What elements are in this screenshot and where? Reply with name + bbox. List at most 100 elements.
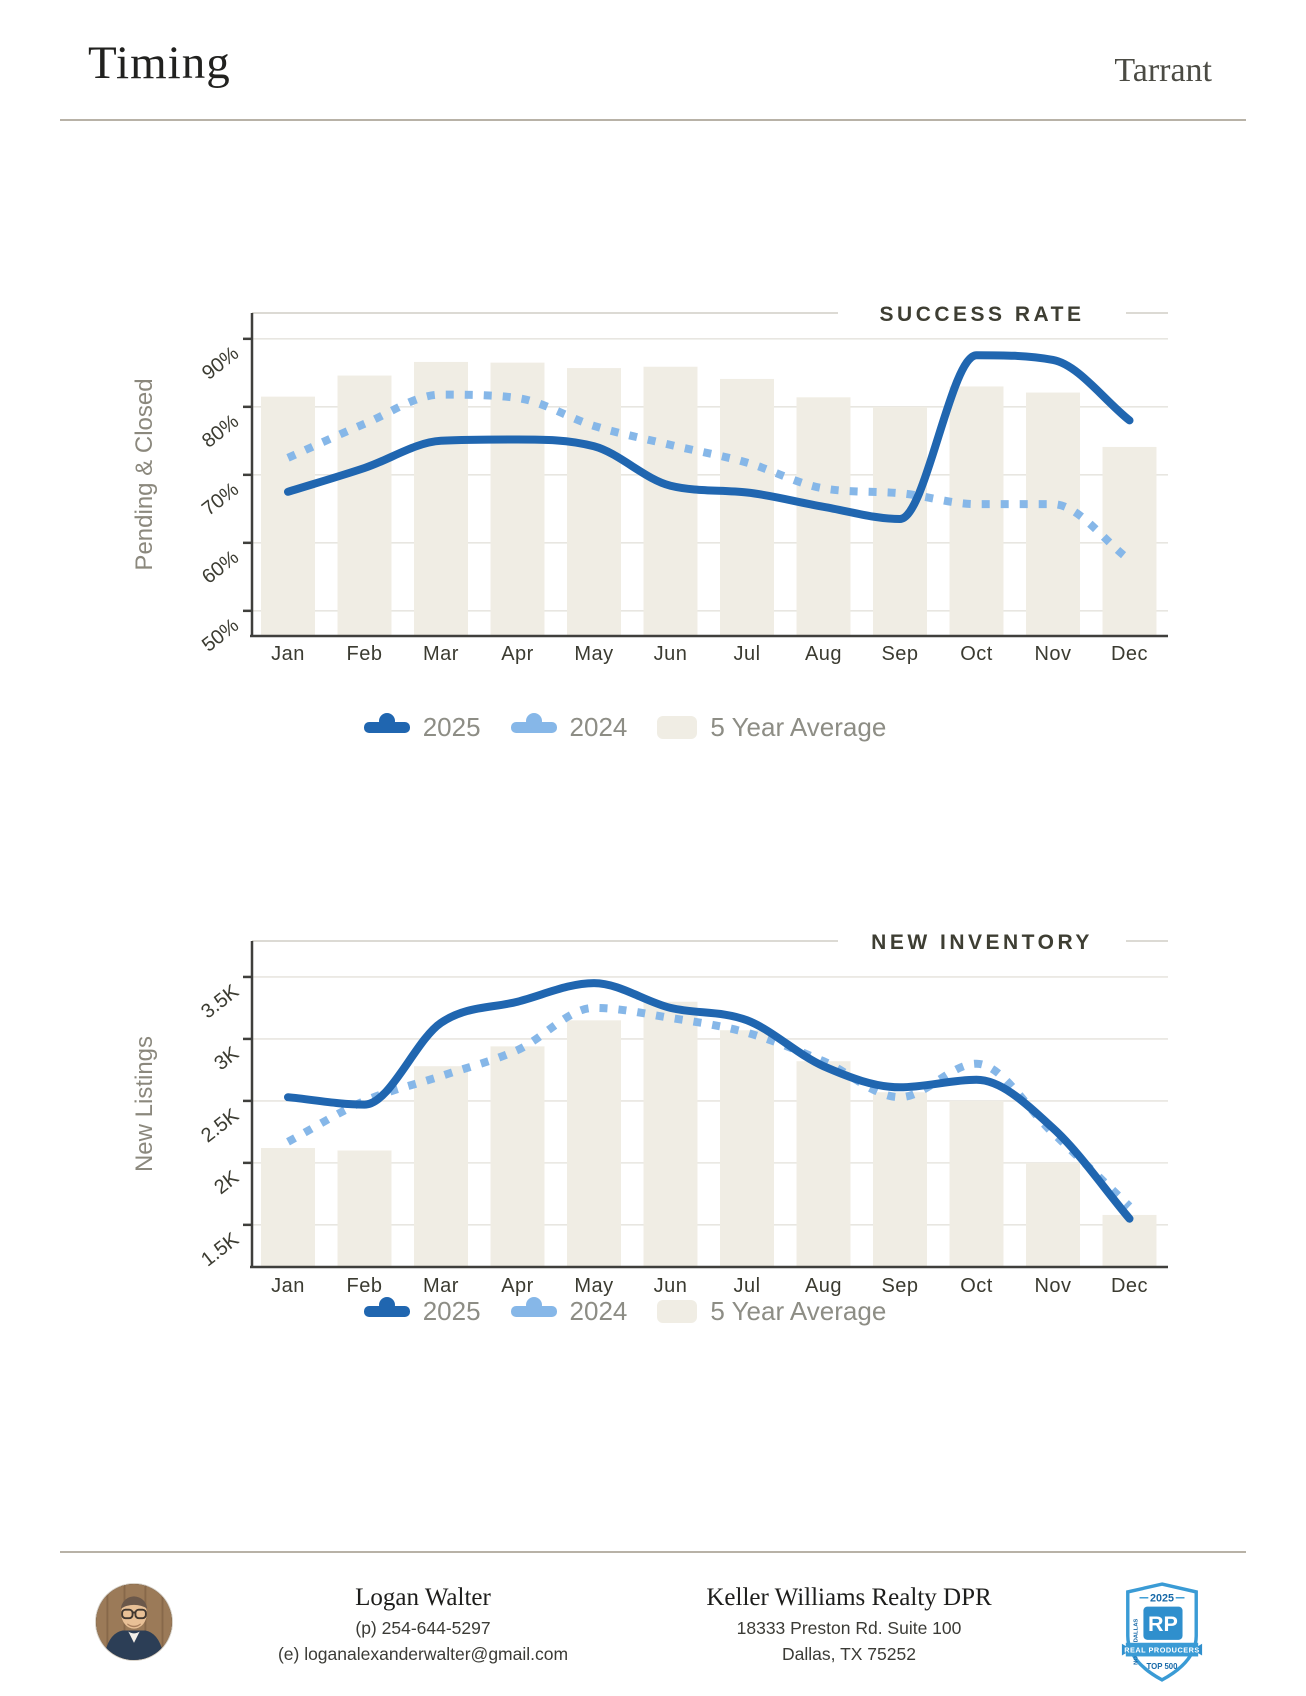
x-tick-label: Feb [347,1275,383,1297]
legend-dot [525,713,542,729]
y-tick-label: 90% [198,342,243,384]
legend-item-5-year-average: 5 Year Average [657,712,886,743]
y-tick-label: 70% [198,478,243,520]
x-tick-label: Jan [271,643,305,665]
avg-bar [949,386,1004,636]
legend-dot [525,1297,542,1313]
x-tick-label: Sep [881,643,918,665]
badge-initials: RP [1148,1612,1178,1636]
y-tick-label: 50% [198,614,243,656]
x-tick-label: May [574,1275,613,1297]
legend-item-5-year-average: 5 Year Average [657,1296,886,1327]
y-tick-label: 3K [210,1042,243,1075]
avg-bar [567,1020,621,1267]
company-name: Keller Williams Realty DPR [706,1584,992,1611]
company-info: Keller Williams Realty DPR 18333 Preston… [640,1581,1058,1667]
badge-tier: TOP 500 [1147,1662,1179,1671]
avg-bar [796,1061,851,1267]
region-label: Tarrant [1114,52,1212,89]
legend-dot [378,713,395,729]
x-tick-label: Apr [501,643,534,665]
legend-item-2025: 2025 [363,712,481,743]
line-2024 [286,390,1132,564]
legend-label: 2025 [422,1296,481,1326]
x-tick-label: Oct [960,1275,993,1297]
agent-email: (e) loganalexanderwalter@gmail.com [277,1644,569,1664]
x-tick-label: Mar [423,1275,459,1297]
x-tick-label: Jun [654,643,688,665]
success-rate-chart: SUCCESS RATE 90% 80% 70% 60% 50% Jan Feb Mar Apr M… [131,303,1168,665]
avg-bar [490,1046,545,1267]
avg-bar [1026,392,1080,636]
x-tick-label: Dec [1111,1275,1148,1297]
avg-bar [337,375,392,636]
avg-bar [567,368,621,636]
legend-line-marker [510,713,557,733]
avg-bar [1102,446,1157,636]
y-tick-label: 2.5K [197,1104,243,1147]
y-axis-label: Pending & Closed [131,378,158,570]
badge-region: NORTH DALLAS [1134,1619,1140,1665]
avg-bar [414,361,468,636]
agent-phone: (p) 254-644-5297 [355,1618,491,1638]
y-axis-label: New Listings [131,1036,158,1172]
x-tick-label: Oct [960,643,993,665]
avg-bar [490,362,545,636]
legend-dot [378,1297,395,1313]
x-tick-label: Jul [733,1275,760,1297]
x-tick-label: Sep [881,1275,918,1297]
x-tick-label: Nov [1034,1275,1071,1297]
legend-label: 2024 [569,712,628,742]
x-tick-label: Jan [271,1275,305,1297]
legend-label: 2025 [422,712,481,742]
line-2025 [284,979,1134,1223]
success-rate-legend: 2025 2024 5 Year Average [0,712,1278,743]
avg-bar [643,366,698,636]
footer-divider [60,1551,1246,1553]
legend-bar-swatch [657,716,698,739]
avg-bar [720,1030,774,1267]
y-tick-label: 80% [198,410,243,452]
legend-line-marker [510,1297,557,1317]
y-tick-label: 1.5K [197,1228,243,1271]
x-tick-label: Dec [1111,643,1148,665]
avg-bar [873,1092,927,1267]
page-title: Timing [88,37,231,89]
x-tick-label: Nov [1034,643,1071,665]
y-tick-label: 2K [210,1166,243,1199]
avg-bar [414,1066,468,1267]
avg-bar [796,397,851,636]
badge-year: 2025 [1150,1593,1174,1605]
legend-bar-swatch [657,1300,698,1323]
avg-bar [1102,1214,1157,1267]
legend-line-marker [363,713,410,733]
avg-bar [1026,1162,1080,1267]
legend-item-2024: 2024 [510,712,628,743]
x-tick-label: Jul [733,643,760,665]
badge-ribbon [1125,1642,1199,1657]
legend-label: 5 Year Average [710,712,887,742]
company-address-line1: 18333 Preston Rd. Suite 100 [736,1618,962,1638]
avg-bar [720,378,774,636]
chart-title: SUCCESS RATE [880,303,1085,326]
chart-title: NEW INVENTORY [871,931,1093,954]
real-producers-badge: 2025 NORTH DALLAS RP REAL PRODUCERS TOP … [1118,1581,1206,1683]
avg-bar [337,1150,392,1267]
legend-label: 2024 [569,1296,628,1326]
x-tick-label: Aug [805,643,842,665]
x-tick-label: Mar [423,643,459,665]
legend-label: 5 Year Average [710,1296,887,1326]
legend-item-2024: 2024 [510,1296,628,1327]
x-tick-label: Apr [501,1275,534,1297]
line-2025 [284,351,1134,523]
header-divider [60,119,1246,121]
x-tick-label: Feb [347,643,383,665]
avg-bar [261,1148,315,1267]
agent-portrait-illustration [96,1584,172,1660]
badge-program: REAL PRODUCERS [1124,1646,1200,1655]
new-inventory-chart: NEW INVENTORY 3.5K 3K 2.5K 2K 1.5K Jan Feb Mar Ap… [131,931,1168,1297]
legend-item-2025: 2025 [363,1296,481,1327]
avg-bar [261,396,315,636]
avg-bar [949,1100,1004,1267]
